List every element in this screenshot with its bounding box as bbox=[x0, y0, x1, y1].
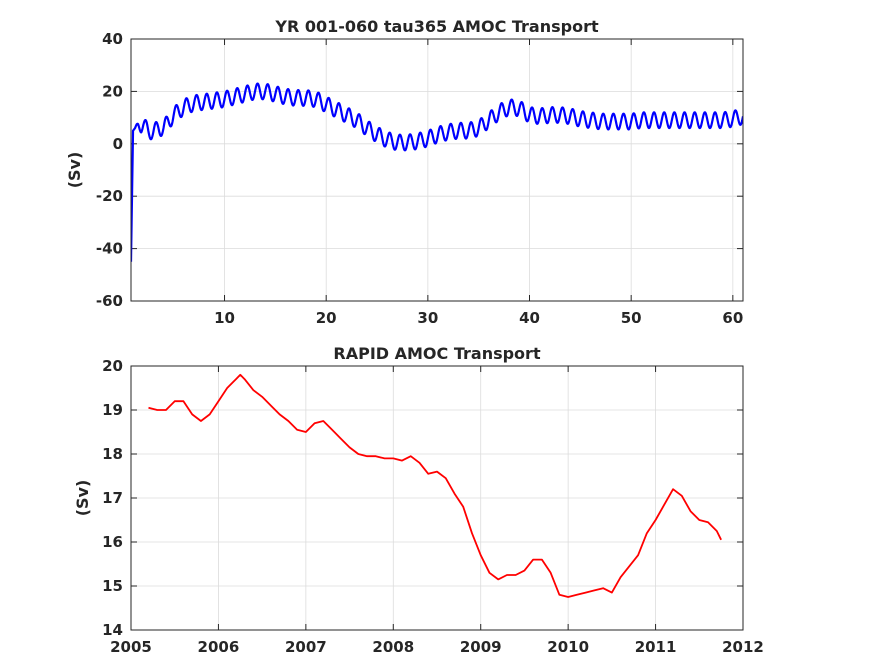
y-tick-label: 14 bbox=[102, 621, 123, 639]
x-tick-label: 2009 bbox=[460, 638, 502, 656]
axes-box bbox=[130, 365, 744, 631]
x-tick-label: 50 bbox=[621, 309, 642, 327]
y-tick-label: 16 bbox=[102, 533, 123, 551]
x-tick-label: 40 bbox=[519, 309, 540, 327]
y-tick-label: 15 bbox=[102, 577, 123, 595]
x-tick-label: 2008 bbox=[372, 638, 414, 656]
y-tick-label: 0 bbox=[113, 135, 123, 153]
y-tick-label: -40 bbox=[96, 240, 123, 258]
y-tick-label: 40 bbox=[102, 30, 123, 48]
y-tick-label: 20 bbox=[102, 357, 123, 375]
y-tick-label: 17 bbox=[102, 489, 123, 507]
axes-box bbox=[130, 38, 744, 302]
rapid-amoc-panel: 2005 2006 2007 2008 2009 2010 2011 2012 14 15 16 17… bbox=[73, 344, 764, 656]
y-tick-label: 18 bbox=[102, 445, 123, 463]
x-tick-label: 2007 bbox=[285, 638, 327, 656]
x-tick-label: 20 bbox=[316, 309, 337, 327]
y-tick-label: -20 bbox=[96, 187, 123, 205]
x-tick-label: 2012 bbox=[722, 638, 764, 656]
x-tick-label: 2010 bbox=[547, 638, 589, 656]
y-axis-label: (Sv) bbox=[73, 480, 92, 517]
x-tick-label: 2005 bbox=[110, 638, 152, 656]
x-tick-label: 60 bbox=[722, 309, 743, 327]
plot-area-background bbox=[131, 39, 743, 301]
x-tick-label: 2006 bbox=[198, 638, 240, 656]
chart-title: YR 001-060 tau365 AMOC Transport bbox=[274, 17, 599, 36]
y-axis-label: (Sv) bbox=[65, 152, 84, 189]
tick-labels: 2005 2006 2007 2008 2009 2010 2011 2012 14 15 16 17… bbox=[102, 357, 764, 656]
x-tick-label: 10 bbox=[214, 309, 235, 327]
series-layer bbox=[131, 82, 743, 262]
chart-title: RAPID AMOC Transport bbox=[333, 344, 541, 363]
tick-labels: 10 20 30 40 50 60 -60 -40 -20 0 20 40 bbox=[96, 30, 743, 327]
series-layer bbox=[148, 373, 722, 598]
series-line bbox=[131, 82, 743, 262]
x-tick-label: 2011 bbox=[635, 638, 677, 656]
y-tick-label: -60 bbox=[96, 292, 123, 310]
model-amoc-panel: 10 20 30 40 50 60 -60 -40 -20 0 20 40 YR 001-060 ta… bbox=[65, 17, 744, 327]
y-tick-label: 19 bbox=[102, 401, 123, 419]
y-tick-label: 20 bbox=[102, 82, 123, 100]
x-tick-label: 30 bbox=[417, 309, 438, 327]
series-line bbox=[148, 373, 722, 598]
